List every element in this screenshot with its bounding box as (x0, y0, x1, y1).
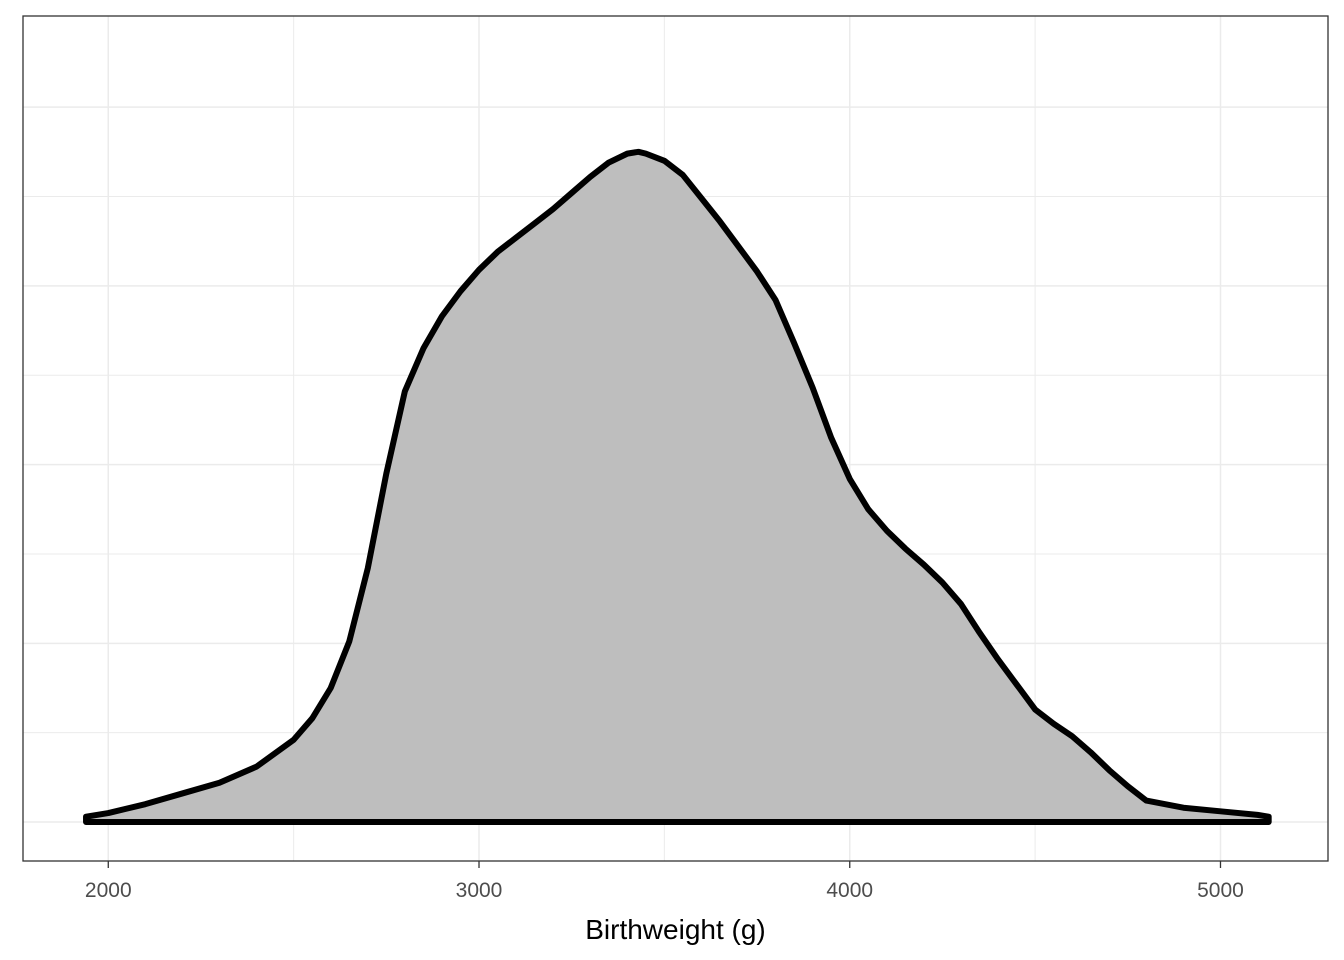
density-curve (83, 148, 1272, 826)
density-area (86, 151, 1269, 823)
x-axis-title: Birthweight (g) (585, 914, 766, 945)
x-axis-ticks: 2000 3000 4000 5000 (85, 861, 1244, 902)
panel-border (22, 15, 1329, 862)
x-tick-label: 2000 (85, 879, 132, 902)
x-tick-label: 3000 (456, 879, 503, 902)
x-tick-label: 5000 (1197, 879, 1244, 902)
x-tick-label: 4000 (826, 879, 873, 902)
